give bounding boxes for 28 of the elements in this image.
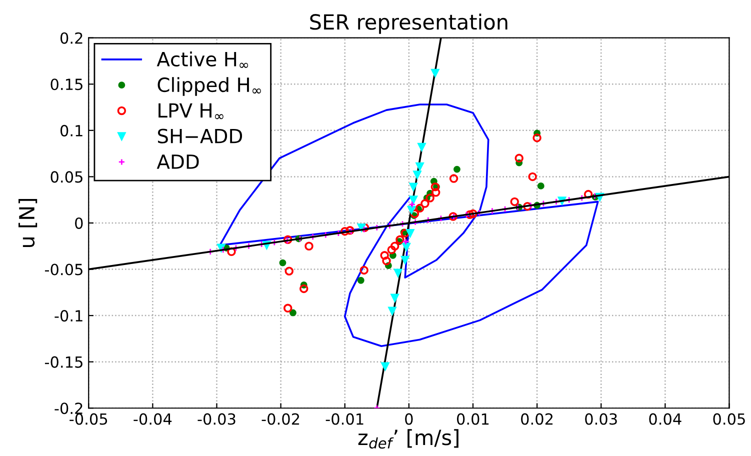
legend-label: ADD: [156, 154, 199, 169]
legend-label: LPV H$_{∞}$: [158, 103, 224, 120]
x-tick-label: -0.03: [198, 413, 236, 425]
y-tick-label: 0.1: [60, 124, 82, 136]
legend-label: Active H$_{∞}$: [156, 51, 248, 68]
x-tick-label: -0.04: [134, 413, 172, 425]
y-tick-label: -0.15: [44, 356, 82, 368]
x-tick-label: 0.01: [456, 413, 489, 425]
x-tick-label: 0.05: [713, 413, 745, 425]
x-tick-label: -0.05: [70, 413, 108, 425]
legend-label: SH−ADD: [158, 128, 242, 144]
x-tick-label: 0.03: [585, 413, 617, 425]
x-tick-label: 0: [405, 413, 413, 425]
y-tick-label: -0.1: [54, 310, 82, 322]
y-tick-label: -0.2: [54, 402, 82, 414]
legend-label: Clipped H$_{∞}$: [158, 77, 261, 96]
x-tick-label: -0.02: [262, 413, 300, 425]
y-tick-label: -0.05: [44, 264, 82, 276]
y-tick-label: 0.2: [60, 32, 82, 44]
x-tick-label: 0.04: [649, 413, 682, 425]
x-axis-title: z$_{def}$’ [m/s]: [358, 429, 458, 449]
y-tick-label: 0.05: [50, 171, 82, 183]
y-axis-title: u [N]: [18, 198, 38, 248]
chart-title: SER representation: [310, 14, 508, 34]
y-tick-label: 0: [75, 217, 83, 230]
x-tick-label: -0.01: [326, 413, 364, 425]
y-tick-label: 0.15: [50, 78, 82, 90]
x-tick-label: 0.02: [521, 413, 553, 425]
